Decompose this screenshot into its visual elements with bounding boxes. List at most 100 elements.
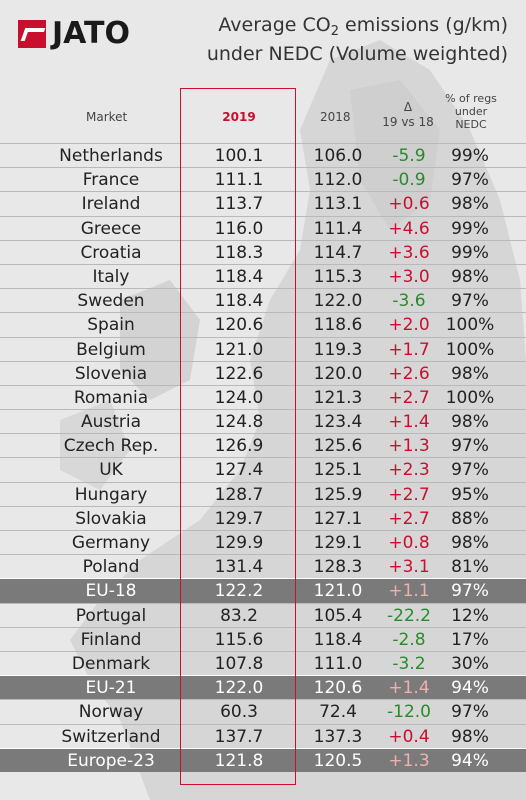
aggregate-row: EU-21 122.0 120.6 +1.4 94% <box>0 675 526 700</box>
market-cell: Norway <box>78 702 144 723</box>
value-2019-cell: 118.3 <box>214 242 264 263</box>
value-2018-cell: 125.1 <box>313 460 363 481</box>
value-2019-cell: 122.2 <box>214 581 264 602</box>
table-row: Greece 116.0 111.4 +4.6 99% <box>0 215 526 240</box>
value-2019-cell: 129.9 <box>214 533 264 553</box>
regs-percent-cell: 98% <box>451 726 489 747</box>
delta-cell: +3.1 <box>388 557 430 578</box>
regs-percent-cell: 98% <box>451 266 489 287</box>
table-row: UK 127.4 125.1 +2.3 97% <box>0 457 526 481</box>
delta-cell: +1.4 <box>388 678 430 699</box>
regs-percent-cell: 100% <box>445 387 495 408</box>
value-2018-cell: 105.4 <box>313 605 363 626</box>
market-cell: Portugal <box>75 605 147 626</box>
value-2018-cell: 125.9 <box>313 484 363 505</box>
regs-percent-cell: 98% <box>451 363 489 384</box>
market-cell: Switzerland <box>61 726 161 747</box>
regs-percent-cell: 97% <box>451 436 489 457</box>
value-2019-cell: 111.1 <box>214 170 264 191</box>
table-header: Market 2019 2018 Δ 19 vs 18 % of regs un… <box>0 90 526 142</box>
regs-percent-cell: 17% <box>451 629 489 650</box>
value-2019-cell: 128.7 <box>214 484 264 505</box>
value-2019-cell: 83.2 <box>220 605 258 626</box>
table-row: Austria 124.8 123.4 +1.4 98% <box>0 409 526 433</box>
table-row: Denmark 107.8 111.0 -3.2 30% <box>0 650 526 675</box>
table-row: Sweden 118.4 122.0 -3.6 97% <box>0 288 526 312</box>
regs-percent-cell: 88% <box>451 508 489 529</box>
value-2018-cell: 106.0 <box>313 146 363 166</box>
regs-percent-cell: 95% <box>451 484 489 505</box>
value-2019-cell: 100.1 <box>214 146 264 166</box>
regs-percent-cell: 97% <box>451 291 489 312</box>
column-2019-highlight <box>180 88 296 785</box>
delta-cell: +0.4 <box>388 726 430 747</box>
market-cell: Austria <box>80 412 142 433</box>
table-row: Romania 124.0 121.3 +2.7 100% <box>0 384 526 409</box>
title-line-1: Average CO2 emissions (g/km) <box>218 14 508 39</box>
market-cell: Romania <box>73 387 149 408</box>
delta-cell: -3.2 <box>392 653 426 674</box>
value-2018-cell: 129.1 <box>313 533 363 553</box>
value-2019-cell: 122.0 <box>214 678 264 699</box>
table-row: France 111.1 112.0 -0.9 97% <box>0 167 526 191</box>
regs-percent-cell: 97% <box>451 581 489 602</box>
regs-percent-cell: 12% <box>451 605 489 626</box>
value-2019-cell: 122.6 <box>214 363 264 384</box>
delta-cell: +4.6 <box>388 218 430 239</box>
regs-percent-cell: 81% <box>451 557 489 578</box>
delta-symbol: Δ <box>403 100 413 114</box>
value-2019-cell: 129.7 <box>214 508 264 529</box>
value-2018-cell: 118.4 <box>313 629 363 650</box>
delta-cell: -3.6 <box>392 291 426 312</box>
regs-percent-cell: 97% <box>451 170 489 191</box>
table-row: Portugal 83.2 105.4 -22.2 12% <box>0 602 526 627</box>
table-row: Germany 129.9 129.1 +0.8 98% <box>0 530 526 554</box>
delta-cell: -5.9 <box>392 146 426 166</box>
market-cell: Finland <box>80 629 142 650</box>
delta-cell: -12.0 <box>387 702 431 723</box>
delta-cell: +2.7 <box>388 508 430 529</box>
table-row: Italy 118.4 115.3 +3.0 98% <box>0 263 526 288</box>
delta-cell: +0.8 <box>388 533 430 553</box>
regs-percent-cell: 98% <box>451 533 489 553</box>
delta-cell: +1.1 <box>388 581 430 602</box>
value-2019-cell: 121.8 <box>214 750 264 771</box>
value-2019-cell: 60.3 <box>220 702 258 723</box>
table-row: Slovakia 129.7 127.1 +2.7 88% <box>0 505 526 530</box>
delta-cell: +2.3 <box>388 460 430 481</box>
market-cell: Greece <box>80 218 142 239</box>
market-cell: Netherlands <box>59 146 163 166</box>
value-2018-cell: 127.1 <box>313 508 363 529</box>
table-row: Netherlands 100.1 106.0 -5.9 99% <box>0 143 526 167</box>
regs-percent-cell: 98% <box>451 194 489 215</box>
delta-cell: -2.8 <box>392 629 426 650</box>
jato-logo: JATO <box>18 16 130 51</box>
market-cell: Belgium <box>76 339 146 360</box>
value-2019-cell: 116.0 <box>214 218 264 239</box>
value-2019-cell: 124.8 <box>214 412 264 433</box>
delta-cell: +1.4 <box>388 412 430 433</box>
delta-cell: +3.6 <box>388 242 430 263</box>
value-2019-cell: 121.0 <box>214 339 264 360</box>
aggregate-row: Europe-23 121.8 120.5 +1.3 94% <box>0 747 526 772</box>
market-cell: Europe-23 <box>67 750 155 771</box>
regs-percent-cell: 100% <box>445 339 495 360</box>
table-row: Ireland 113.7 113.1 +0.6 98% <box>0 191 526 215</box>
delta-cell: +2.7 <box>388 484 430 505</box>
market-cell: Croatia <box>80 242 142 263</box>
market-cell: EU-21 <box>85 678 137 699</box>
value-2018-cell: 125.6 <box>313 436 363 457</box>
market-cell: Germany <box>71 533 151 553</box>
market-cell: Czech Rep. <box>63 436 159 457</box>
market-cell: Italy <box>92 266 130 287</box>
market-cell: Spain <box>87 315 135 336</box>
value-2019-cell: 118.4 <box>214 266 264 287</box>
value-2018-cell: 121.0 <box>313 581 363 602</box>
delta-cell: +2.0 <box>388 315 430 336</box>
delta-cell: +0.6 <box>388 194 430 215</box>
jato-logo-mark <box>18 19 46 48</box>
regs-percent-cell: 97% <box>451 460 489 481</box>
regs-percent-cell: 99% <box>451 242 489 263</box>
delta-label: 19 vs 18 <box>382 115 434 129</box>
market-cell: UK <box>99 460 123 481</box>
